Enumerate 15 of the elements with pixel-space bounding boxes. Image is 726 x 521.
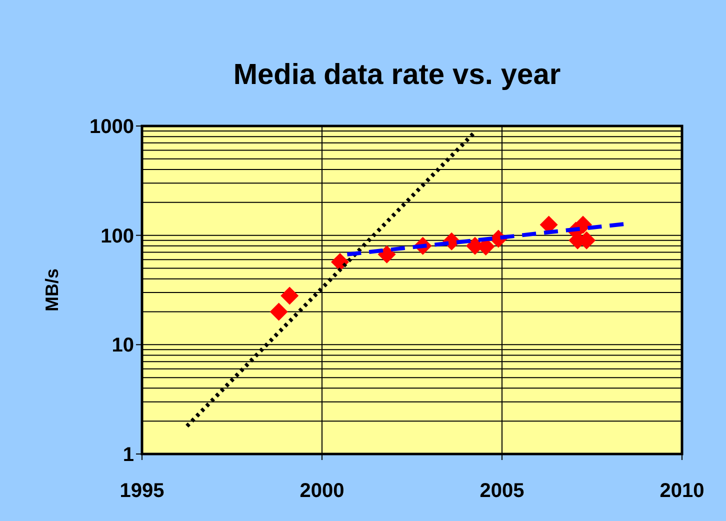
x-tick-label: 2000 (300, 480, 344, 502)
y-tick-label: 1 (122, 444, 134, 466)
point (378, 245, 396, 264)
x-tick-label: 2010 (660, 480, 704, 502)
point (280, 286, 299, 305)
y-tick-label: 100 (100, 225, 134, 248)
y-tick-label: 10 (112, 334, 134, 357)
x-tick-label: 1995 (120, 480, 164, 502)
y-tick-label: 1000 (90, 116, 134, 138)
point (270, 302, 288, 321)
point (331, 253, 349, 272)
chart-title: Media data rate vs. year (233, 59, 561, 91)
x-tick-label: 2005 (480, 480, 524, 502)
point (574, 216, 592, 234)
y-axis-title: MB/s (42, 268, 62, 312)
